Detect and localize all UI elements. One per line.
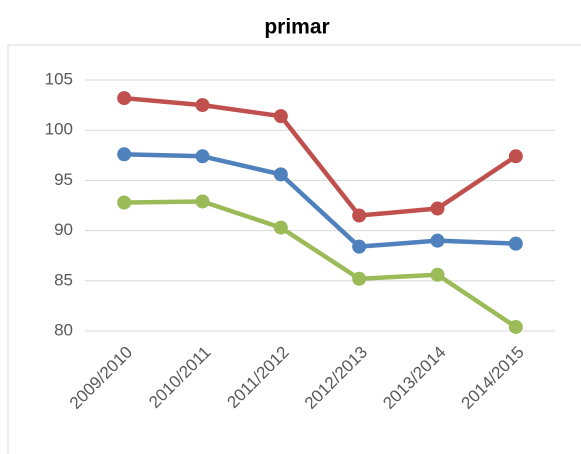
y-tick-label: 105 <box>45 69 73 88</box>
series-line <box>124 152 516 249</box>
series-line <box>123 95 518 218</box>
y-tick-label: 80 <box>54 320 73 339</box>
data-point <box>195 194 210 209</box>
data-point <box>195 149 210 164</box>
data-point <box>508 149 523 164</box>
x-tick-label: 2014/2015 <box>458 343 528 413</box>
data-point <box>352 271 367 286</box>
chart-title: primar <box>264 16 329 39</box>
data-point <box>430 267 445 282</box>
data-point <box>273 109 288 124</box>
chart-frame <box>7 44 581 454</box>
data-point <box>352 239 367 254</box>
data-point <box>273 167 288 182</box>
data-point <box>508 236 523 251</box>
x-tick-label: 2013/2014 <box>379 343 449 413</box>
x-tick-label: 2012/2013 <box>301 343 371 413</box>
data-point <box>430 233 445 248</box>
data-point <box>352 208 367 223</box>
data-point <box>195 98 210 113</box>
data-point <box>117 147 132 162</box>
x-tick-label: 2010/2011 <box>145 343 214 412</box>
data-point <box>508 319 523 334</box>
y-tick-label: 85 <box>54 270 73 289</box>
data-point <box>117 195 132 210</box>
y-tick-label: 100 <box>45 120 73 139</box>
data-point <box>117 91 132 106</box>
x-tick-label: 2011/2012 <box>223 343 292 412</box>
y-tick-label: 90 <box>54 220 73 239</box>
y-tick-label: 95 <box>54 170 73 189</box>
x-tick-label: 2009/2010 <box>66 343 136 413</box>
data-point <box>430 201 445 216</box>
data-point <box>273 220 288 235</box>
series-line <box>124 199 518 329</box>
